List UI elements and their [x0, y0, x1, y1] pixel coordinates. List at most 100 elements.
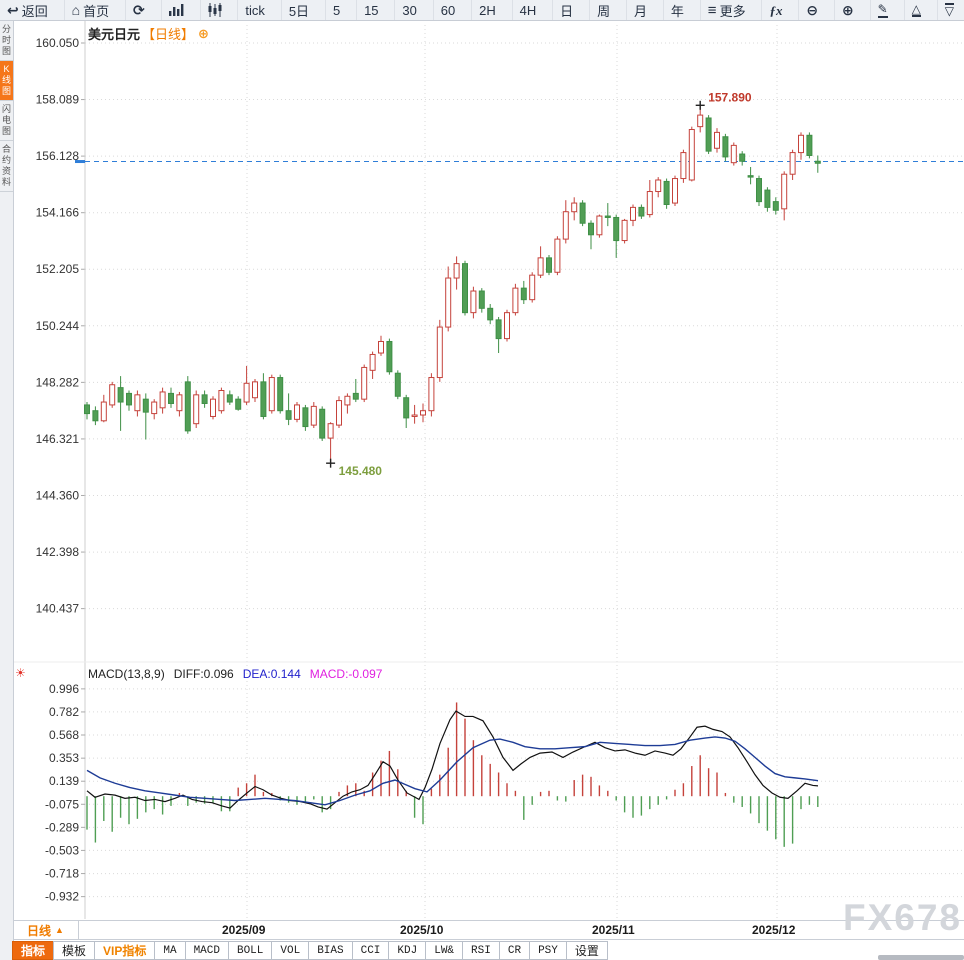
- sidebar-item-char: 闪: [1, 104, 11, 114]
- indicator-tabbar: 指标 模板 VIP指标 MA MACD BOLL VOL BIAS CCI KDJ LW& RSI CR…: [12, 941, 608, 960]
- period-selector-label: 日线: [27, 923, 52, 938]
- tab-vip-indicators[interactable]: VIP指标: [94, 941, 156, 960]
- tab-macd[interactable]: MACD: [184, 941, 229, 960]
- svg-text:0.353: 0.353: [49, 751, 79, 765]
- min15-label: 15: [364, 2, 379, 18]
- tab-indicators[interactable]: 指标: [12, 941, 55, 960]
- draw-button[interactable]: ✎: [869, 0, 895, 20]
- period-tag-label[interactable]: 【日线】: [142, 27, 195, 42]
- svg-text:0.568: 0.568: [49, 728, 79, 742]
- tab-cci[interactable]: CCI: [351, 941, 390, 960]
- 5d-button[interactable]: 5日: [280, 0, 316, 20]
- svg-text:142.398: 142.398: [36, 545, 80, 559]
- tab-psy[interactable]: PSY: [529, 941, 567, 960]
- 2h-button[interactable]: 2H: [471, 0, 503, 20]
- svg-text:150.244: 150.244: [36, 319, 80, 333]
- svg-text:140.437: 140.437: [36, 602, 80, 616]
- zoom-out-icon: ⊖: [806, 2, 819, 18]
- add-overlay-icon[interactable]: ⊕: [198, 25, 209, 41]
- tab-kdj[interactable]: KDJ: [388, 941, 427, 960]
- svg-text:160.050: 160.050: [36, 36, 80, 50]
- triangle-up-icon: △: [911, 2, 921, 17]
- macd-dea-value: DEA:0.144: [242, 667, 301, 681]
- sidebar-item-char: K: [3, 64, 10, 74]
- tab-cr[interactable]: CR: [498, 941, 531, 960]
- tab-ma[interactable]: MA: [154, 941, 186, 960]
- day-button[interactable]: 日: [552, 0, 580, 20]
- svg-text:156.128: 156.128: [36, 149, 80, 163]
- refresh-icon: ⟳: [133, 2, 145, 18]
- symbol-name: 美元日元: [88, 27, 141, 42]
- sidebar-item-lightning[interactable]: 闪电图: [0, 101, 13, 141]
- candlestick-button[interactable]: [199, 0, 229, 20]
- scrollbar-thumb[interactable]: [878, 955, 964, 960]
- tab-templates[interactable]: 模板: [53, 941, 96, 960]
- tab-rsi[interactable]: RSI: [462, 941, 500, 960]
- year-button[interactable]: 年: [662, 0, 691, 20]
- svg-text:-0.932: -0.932: [45, 890, 79, 904]
- macd-pane-settings-icon[interactable]: ☀: [15, 666, 26, 680]
- sidebar-item-char: 图: [1, 126, 11, 136]
- refresh-button[interactable]: ⟳: [125, 0, 152, 20]
- min30-button[interactable]: 30: [394, 0, 423, 20]
- more-label: 更多: [719, 3, 746, 19]
- tab-settings[interactable]: 设置: [565, 941, 608, 960]
- xaxis-strip: 日线 ▲ 2025/09 2025/10 2025/11 2025/12: [13, 920, 964, 940]
- period-selector[interactable]: 日线 ▲: [13, 921, 79, 939]
- series: 157.890 145.480: [75, 90, 963, 847]
- min60-label: 60: [440, 2, 456, 18]
- home-icon: ⌂: [71, 2, 81, 18]
- macd-diff-value: DIFF:0.096: [173, 667, 234, 681]
- min15-button[interactable]: 15: [356, 0, 385, 20]
- month-button[interactable]: 月: [625, 0, 654, 20]
- tab-bias[interactable]: BIAS: [308, 941, 353, 960]
- home-button[interactable]: ⌂ 首页: [63, 0, 116, 20]
- menu-icon: ≡: [707, 1, 717, 19]
- sidebar-item-char: 料: [1, 177, 11, 187]
- candles: [84, 105, 821, 464]
- sidebar-item-contract-info[interactable]: 合约资料: [0, 141, 13, 192]
- min5-button[interactable]: 5: [324, 0, 347, 20]
- tick-button[interactable]: tick: [237, 0, 272, 20]
- bar-chart-button[interactable]: [160, 0, 191, 20]
- svg-text:-0.503: -0.503: [45, 843, 79, 857]
- triangle-down-icon: ▽: [944, 3, 954, 18]
- week-button[interactable]: 周: [589, 0, 617, 20]
- back-label: 返回: [21, 3, 48, 19]
- more-button[interactable]: ≡ 更多: [699, 0, 753, 20]
- triangle-up-button[interactable]: △: [903, 0, 928, 20]
- zoom-out-button[interactable]: ⊖: [798, 0, 825, 20]
- macd-params-label: MACD(13,8,9): [88, 667, 165, 681]
- top-toolbar: ↩ 返回 ⌂ 首页 ⟳ tick 5日 5 15 30 60 2H 4H 日 周 月 年 ≡ 更多 ƒx ⊖ ⊕ ✎ △ ▽: [0, 0, 964, 21]
- sidebar-item-char: 分: [1, 24, 11, 34]
- sidebar-item-char: 约: [1, 155, 11, 165]
- fx-button[interactable]: ƒx: [761, 0, 789, 20]
- zoom-in-button[interactable]: ⊕: [833, 0, 861, 20]
- week-label: 周: [597, 3, 611, 19]
- fx-icon: ƒx: [769, 2, 783, 18]
- sidebar-item-char: 资: [1, 166, 11, 176]
- svg-text:158.089: 158.089: [36, 93, 80, 107]
- svg-text:0.996: 0.996: [49, 682, 79, 696]
- 4h-button[interactable]: 4H: [511, 0, 544, 20]
- sidebar-item-time-share[interactable]: 分时图: [0, 21, 13, 61]
- min60-button[interactable]: 60: [432, 0, 462, 20]
- home-label: 首页: [83, 3, 110, 19]
- triangle-up-icon: ▲: [55, 925, 64, 935]
- sidebar-item-char: 图: [1, 86, 11, 96]
- triangle-down-button[interactable]: ▽: [936, 0, 961, 20]
- svg-text:145.480: 145.480: [339, 464, 383, 478]
- svg-text:157.890: 157.890: [708, 90, 752, 104]
- sidebar-item-char: 图: [1, 46, 11, 56]
- tab-boll[interactable]: BOLL: [227, 941, 273, 960]
- back-button[interactable]: ↩ 返回: [0, 0, 55, 20]
- tab-lw[interactable]: LW&: [425, 941, 464, 960]
- date-label: 2025/10: [400, 923, 444, 937]
- tab-vol[interactable]: VOL: [271, 941, 310, 960]
- macd-macd-value: MACD:-0.097: [309, 667, 383, 681]
- min30-label: 30: [402, 2, 417, 18]
- svg-text:152.205: 152.205: [36, 262, 80, 276]
